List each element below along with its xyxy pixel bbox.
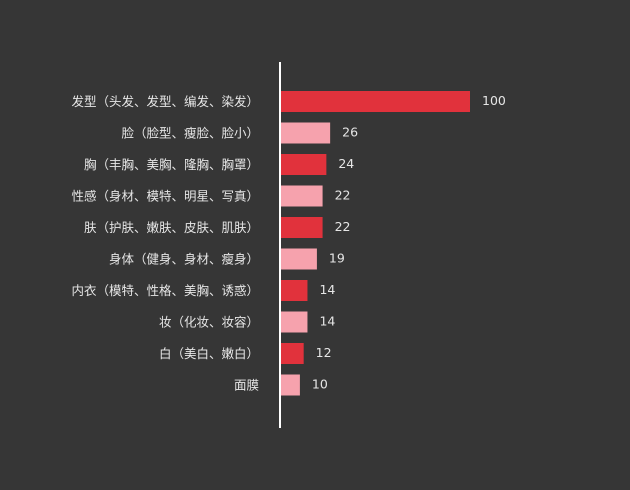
bar-1 [281, 122, 331, 144]
category-label-1: 脸（脸型、瘦脸、脸小） [121, 126, 259, 141]
category-label-6: 内衣（模特、性格、美胸、诱惑） [71, 283, 259, 298]
value-label-8: 12 [316, 345, 332, 360]
value-label-3: 22 [335, 188, 351, 203]
value-label-6: 14 [319, 282, 335, 297]
bar-6 [281, 280, 308, 301]
category-label-7: 妆（化妆、妆容） [159, 315, 259, 330]
category-label-8: 白（美白、嫩白） [159, 346, 259, 361]
bar-0 [281, 91, 470, 112]
bar-9 [281, 374, 300, 396]
category-labels-group: 发型（头发、发型、编发、染发） 脸（脸型、瘦脸、脸小） 胸（丰胸、美胸、隆胸、胸罩）… [71, 94, 259, 393]
value-label-2: 24 [338, 156, 354, 171]
value-label-9: 10 [312, 377, 328, 392]
bar-8 [281, 343, 304, 364]
category-label-2: 胸（丰胸、美胸、隆胸、胸罩） [84, 157, 259, 172]
value-label-1: 26 [342, 125, 358, 140]
bar-3 [281, 185, 323, 207]
category-label-5: 身体（健身、身材、瘦身） [109, 252, 259, 267]
bar-4 [281, 217, 323, 238]
value-labels-group: 100 26 24 22 22 19 14 14 12 10 [312, 93, 506, 392]
category-label-4: 肤（护肤、嫩肤、皮肤、肌肤） [84, 220, 259, 235]
bar-2 [281, 154, 327, 175]
value-label-0: 100 [482, 93, 506, 108]
category-label-0: 发型（头发、发型、编发、染发） [71, 94, 259, 109]
category-label-3: 性感（身材、模特、明星、写真） [71, 189, 259, 204]
category-label-9: 面膜 [234, 378, 259, 393]
bar-7 [281, 311, 308, 333]
value-label-5: 19 [329, 251, 345, 266]
value-label-7: 14 [319, 314, 335, 329]
bar-5 [281, 248, 317, 270]
bars-group [281, 91, 470, 396]
value-label-4: 22 [335, 219, 351, 234]
